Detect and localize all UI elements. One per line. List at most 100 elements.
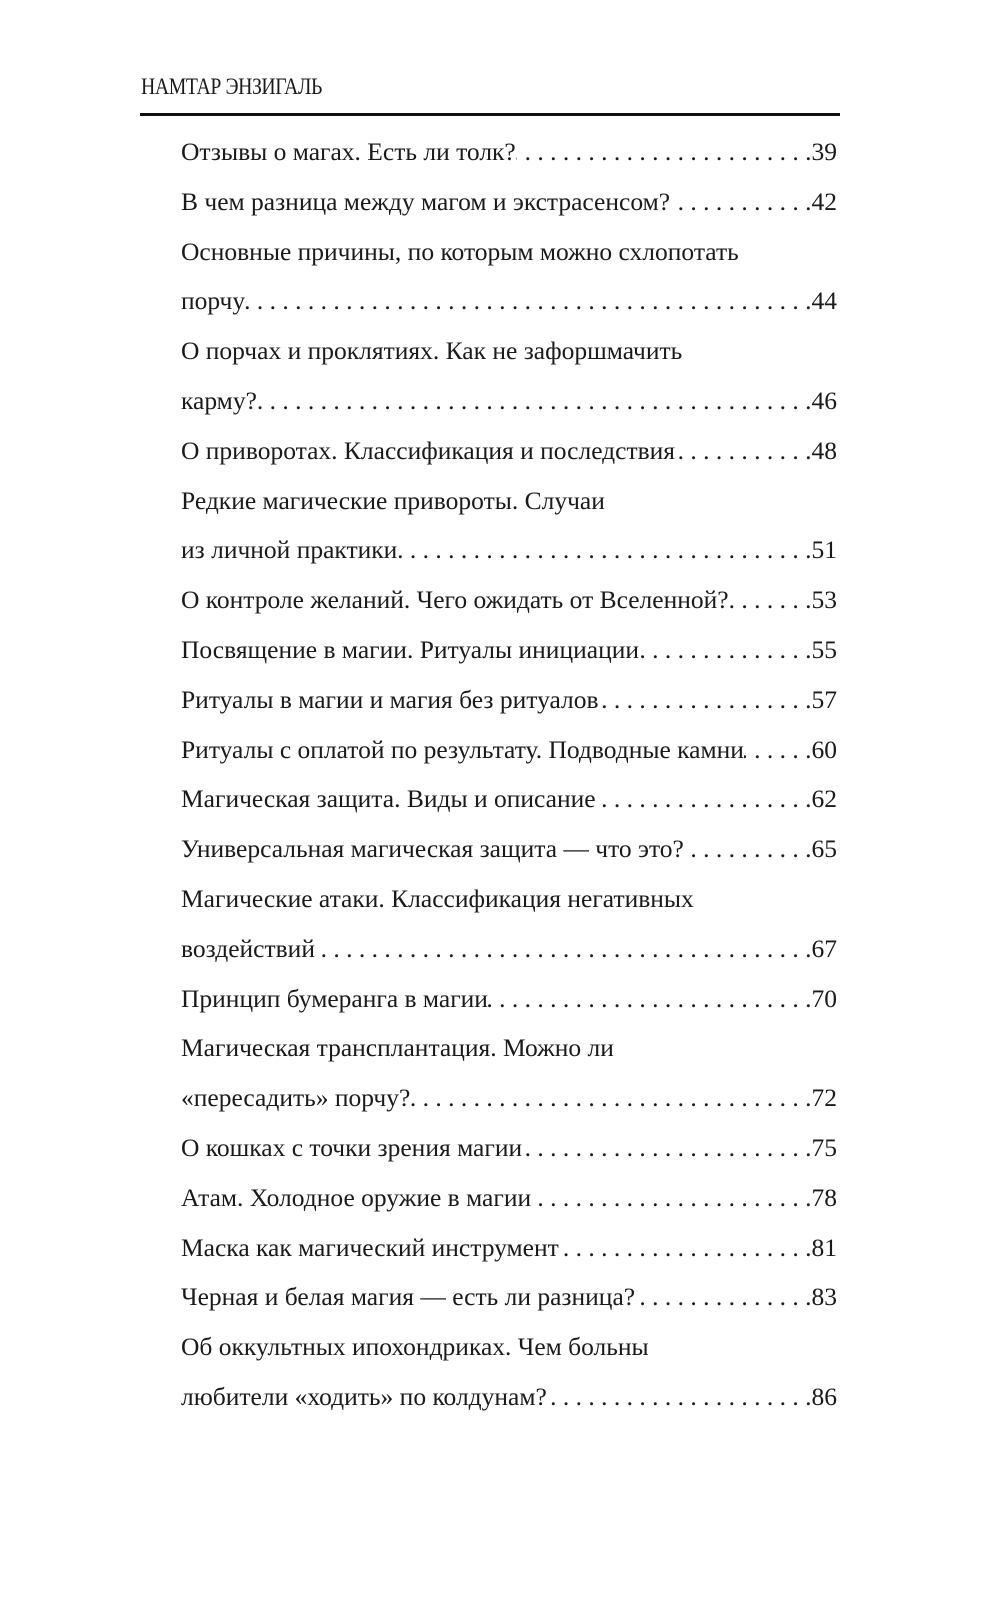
toc-entry-title: В чем разница между магом и экстрасенсом… [181, 186, 671, 216]
toc-entry-title: Принцип бумеранга в магии [181, 983, 488, 1013]
toc-page-number: 62 [811, 784, 838, 814]
toc-entry-title: О контроле желаний. Чего ожидать от Всел… [181, 585, 729, 615]
toc-entry-title: карму? [181, 385, 257, 415]
toc-entry[interactable]: Принцип бумеранга в магии. . . . . . . .… [181, 974, 837, 1024]
toc-entry[interactable]: Об оккультных ипохондриках. Чем больны лю… [181, 1322, 837, 1422]
toc-entry-title: Магическая трансплантация. Можно ли [181, 1033, 614, 1063]
dot-leader: . . . . . . . . . . . . . . . . . . . . … [684, 834, 812, 864]
dot-leader: . . . . . . . . . . . . . . . . . . . . … [670, 186, 812, 216]
toc-entry-line: О приворотах. Классификация и последстви… [181, 426, 837, 476]
toc-page-number: 44 [811, 286, 838, 316]
toc-entry[interactable]: В чем разница между магом и экстрасенсом… [181, 177, 837, 227]
toc-page-number: 57 [811, 684, 838, 714]
toc-entry[interactable]: Редкие магические привороты. Случаи из ли… [181, 476, 837, 576]
dot-leader: . . . . . . . . . . . . . . . . . . . . … [596, 784, 812, 814]
toc-entry-title: Редкие магические привороты. Случаи [181, 485, 605, 515]
dot-leader: . . . . . . . . . . . . . . . . . . . . … [315, 933, 812, 963]
dot-leader: . . . . . . . . . . . . . . . . . . . . … [547, 1381, 812, 1411]
toc-entry-line: О контроле желаний. Чего ожидать от Всел… [181, 575, 837, 625]
running-header: НАМТАР ЭНЗИГАЛЬ [141, 74, 322, 99]
toc-entry-line: Об оккультных ипохондриках. Чем больны [181, 1322, 837, 1372]
toc-entry-title: воздействий [181, 933, 315, 963]
toc-entry-line: Посвящение в магии. Ритуалы инициации. .… [181, 625, 837, 675]
toc-entry-title: О порчах и проклятиях. Как не зафоршмачи… [181, 336, 683, 366]
toc-entry-title: Ритуалы в магии и магия без ритуалов [181, 684, 599, 714]
toc-entry-line: воздействий. . . . . . . . . . . . . . .… [181, 924, 837, 974]
toc-entry[interactable]: Основные причины, по которым можно схлоп… [181, 227, 837, 327]
toc-entry[interactable]: О порчах и проклятиях. Как не зафоршмачи… [181, 326, 837, 426]
toc-entry-title: Ритуалы с оплатой по результату. Подводн… [181, 734, 744, 764]
toc-entry-title: Основные причины, по которым можно схлоп… [181, 236, 739, 266]
toc-entry-title: Отзывы о магах. Есть ли толк? [181, 137, 516, 166]
dot-leader: . . . . . . . . . . . . . . . . . . . . … [410, 1083, 812, 1113]
toc-entry[interactable]: О приворотах. Классификация и последстви… [181, 426, 837, 476]
toc-page-number: 83 [811, 1282, 838, 1312]
toc-entry-title: Универсальная магическая защита — что эт… [181, 834, 684, 864]
toc-page-number: 51 [811, 535, 838, 565]
toc-entry-title: О кошках с точки зрения магии [181, 1132, 523, 1162]
dot-leader: . . . . . . . . . . . . . . . . . . . . … [256, 385, 812, 415]
toc-page-number: 53 [811, 585, 838, 615]
toc-page-number: 42 [811, 186, 838, 216]
toc-page-number: 60 [811, 734, 838, 764]
toc-entry[interactable]: Ритуалы в магии и магия без ритуалов. . … [181, 675, 837, 725]
toc-entry[interactable]: Черная и белая магия — есть ли разница?.… [181, 1272, 837, 1322]
table-of-contents: Отзывы о магах. Есть ли толк? . . . . . .… [181, 127, 837, 1422]
toc-entry[interactable]: О контроле желаний. Чего ожидать от Всел… [181, 575, 837, 625]
toc-entry-line: Маска как магический инструмент. . . . .… [181, 1223, 837, 1273]
toc-entry-title: Посвящение в магии. Ритуалы инициации [181, 634, 640, 664]
dot-leader: . . . . . . . . . . . . . . . . . . . . … [559, 1232, 812, 1262]
toc-entry-line: Атам. Холодное оружие в магии. . . . . .… [181, 1173, 837, 1223]
toc-entry[interactable]: О кошках с точки зрения магии. . . . . .… [181, 1123, 837, 1173]
dot-leader: . . . . . . . . . . . . . . . . . . . . … [488, 983, 812, 1013]
toc-entry[interactable]: Магическая трансплантация. Можно ли «пере… [181, 1023, 837, 1123]
toc-entry[interactable]: Магическая защита. Виды и описание. . . … [181, 774, 837, 824]
toc-page-number: 55 [811, 634, 838, 664]
toc-entry-line: любители «ходить» по колдунам?. . . . . … [181, 1372, 837, 1422]
toc-page-number: 86 [811, 1381, 838, 1411]
toc-entry-title: Атам. Холодное оружие в магии [181, 1182, 532, 1212]
toc-entry-title: порчу [181, 286, 246, 316]
toc-page-number: 67 [811, 933, 838, 963]
toc-entry-line: Ритуалы в магии и магия без ритуалов. . … [181, 675, 837, 725]
toc-entry-title: «пересадить» порчу? [181, 1083, 411, 1113]
toc-page-number: 65 [811, 834, 838, 864]
toc-entry[interactable]: Маска как магический инструмент. . . . .… [181, 1223, 837, 1273]
toc-page-number: 75 [811, 1132, 838, 1162]
toc-entry-line: порчу. . . . . . . . . . . . . . . . . .… [181, 276, 837, 326]
dot-leader: . . . . . . . . . . . . . . . . . . . . … [599, 684, 812, 714]
dot-leader: . . . . . . . . . . . . . . . . . . . . … [531, 1182, 812, 1212]
toc-entry-line: Магические атаки. Классификация негативн… [181, 874, 837, 924]
toc-entry-line: Магическая трансплантация. Можно ли [181, 1023, 837, 1073]
toc-entry-line: карму?. . . . . . . . . . . . . . . . . … [181, 376, 837, 426]
toc-page-number: 81 [811, 1232, 838, 1262]
toc-entry-line: Магическая защита. Виды и описание. . . … [181, 774, 837, 824]
toc-entry-line: Принцип бумеранга в магии. . . . . . . .… [181, 974, 837, 1024]
toc-entry-title: из личной практики [181, 535, 398, 565]
dot-leader: . . . . . . . . . . . . . . . . . . . . … [675, 435, 812, 465]
toc-page-number: 78 [811, 1182, 838, 1212]
toc-entry-title: Черная и белая магия — есть ли разница? [181, 1282, 636, 1312]
toc-entry[interactable]: Атам. Холодное оружие в магии. . . . . .… [181, 1173, 837, 1223]
toc-entry-line: Отзывы о магах. Есть ли толк?. . . . . .… [181, 127, 837, 177]
toc-entry-title: Маска как магический инструмент [181, 1232, 559, 1262]
toc-entry-title: Магическая защита. Виды и описание [181, 784, 596, 814]
toc-entry-line: Ритуалы с оплатой по результату. Подводн… [181, 725, 837, 775]
toc-page-number: 70 [811, 983, 838, 1013]
toc-entry[interactable]: Посвящение в магии. Ритуалы инициации. .… [181, 625, 837, 675]
toc-entry-line: Основные причины, по которым можно схлоп… [181, 227, 837, 277]
toc-entry-line: О порчах и проклятиях. Как не зафоршмачи… [181, 326, 837, 376]
toc-page-number: 72 [811, 1083, 838, 1113]
header-rule [140, 113, 840, 116]
toc-page-number: 39 [811, 137, 838, 166]
dot-leader: . . . . . . . . . . . . . . . . . . . . … [245, 286, 812, 316]
toc-entry[interactable]: Ритуалы с оплатой по результату. Подводн… [181, 725, 837, 775]
toc-entry[interactable]: Отзывы о магах. Есть ли толк?. . . . . .… [181, 127, 837, 177]
dot-leader: . . . . . . . . . . . . . . . . . . . . … [639, 634, 812, 664]
dot-leader: . . . . . . . . . . . . . . . . . . . . … [635, 1282, 812, 1312]
toc-entry-line: В чем разница между магом и экстрасенсом… [181, 177, 837, 227]
toc-entry-line: Редкие магические привороты. Случаи [181, 476, 837, 526]
dot-leader: . . . . . . . . . . . . . . . . . . . . … [744, 734, 812, 764]
toc-entry[interactable]: Универсальная магическая защита — что эт… [181, 824, 837, 874]
toc-entry[interactable]: Магические атаки. Классификация негативн… [181, 874, 837, 974]
